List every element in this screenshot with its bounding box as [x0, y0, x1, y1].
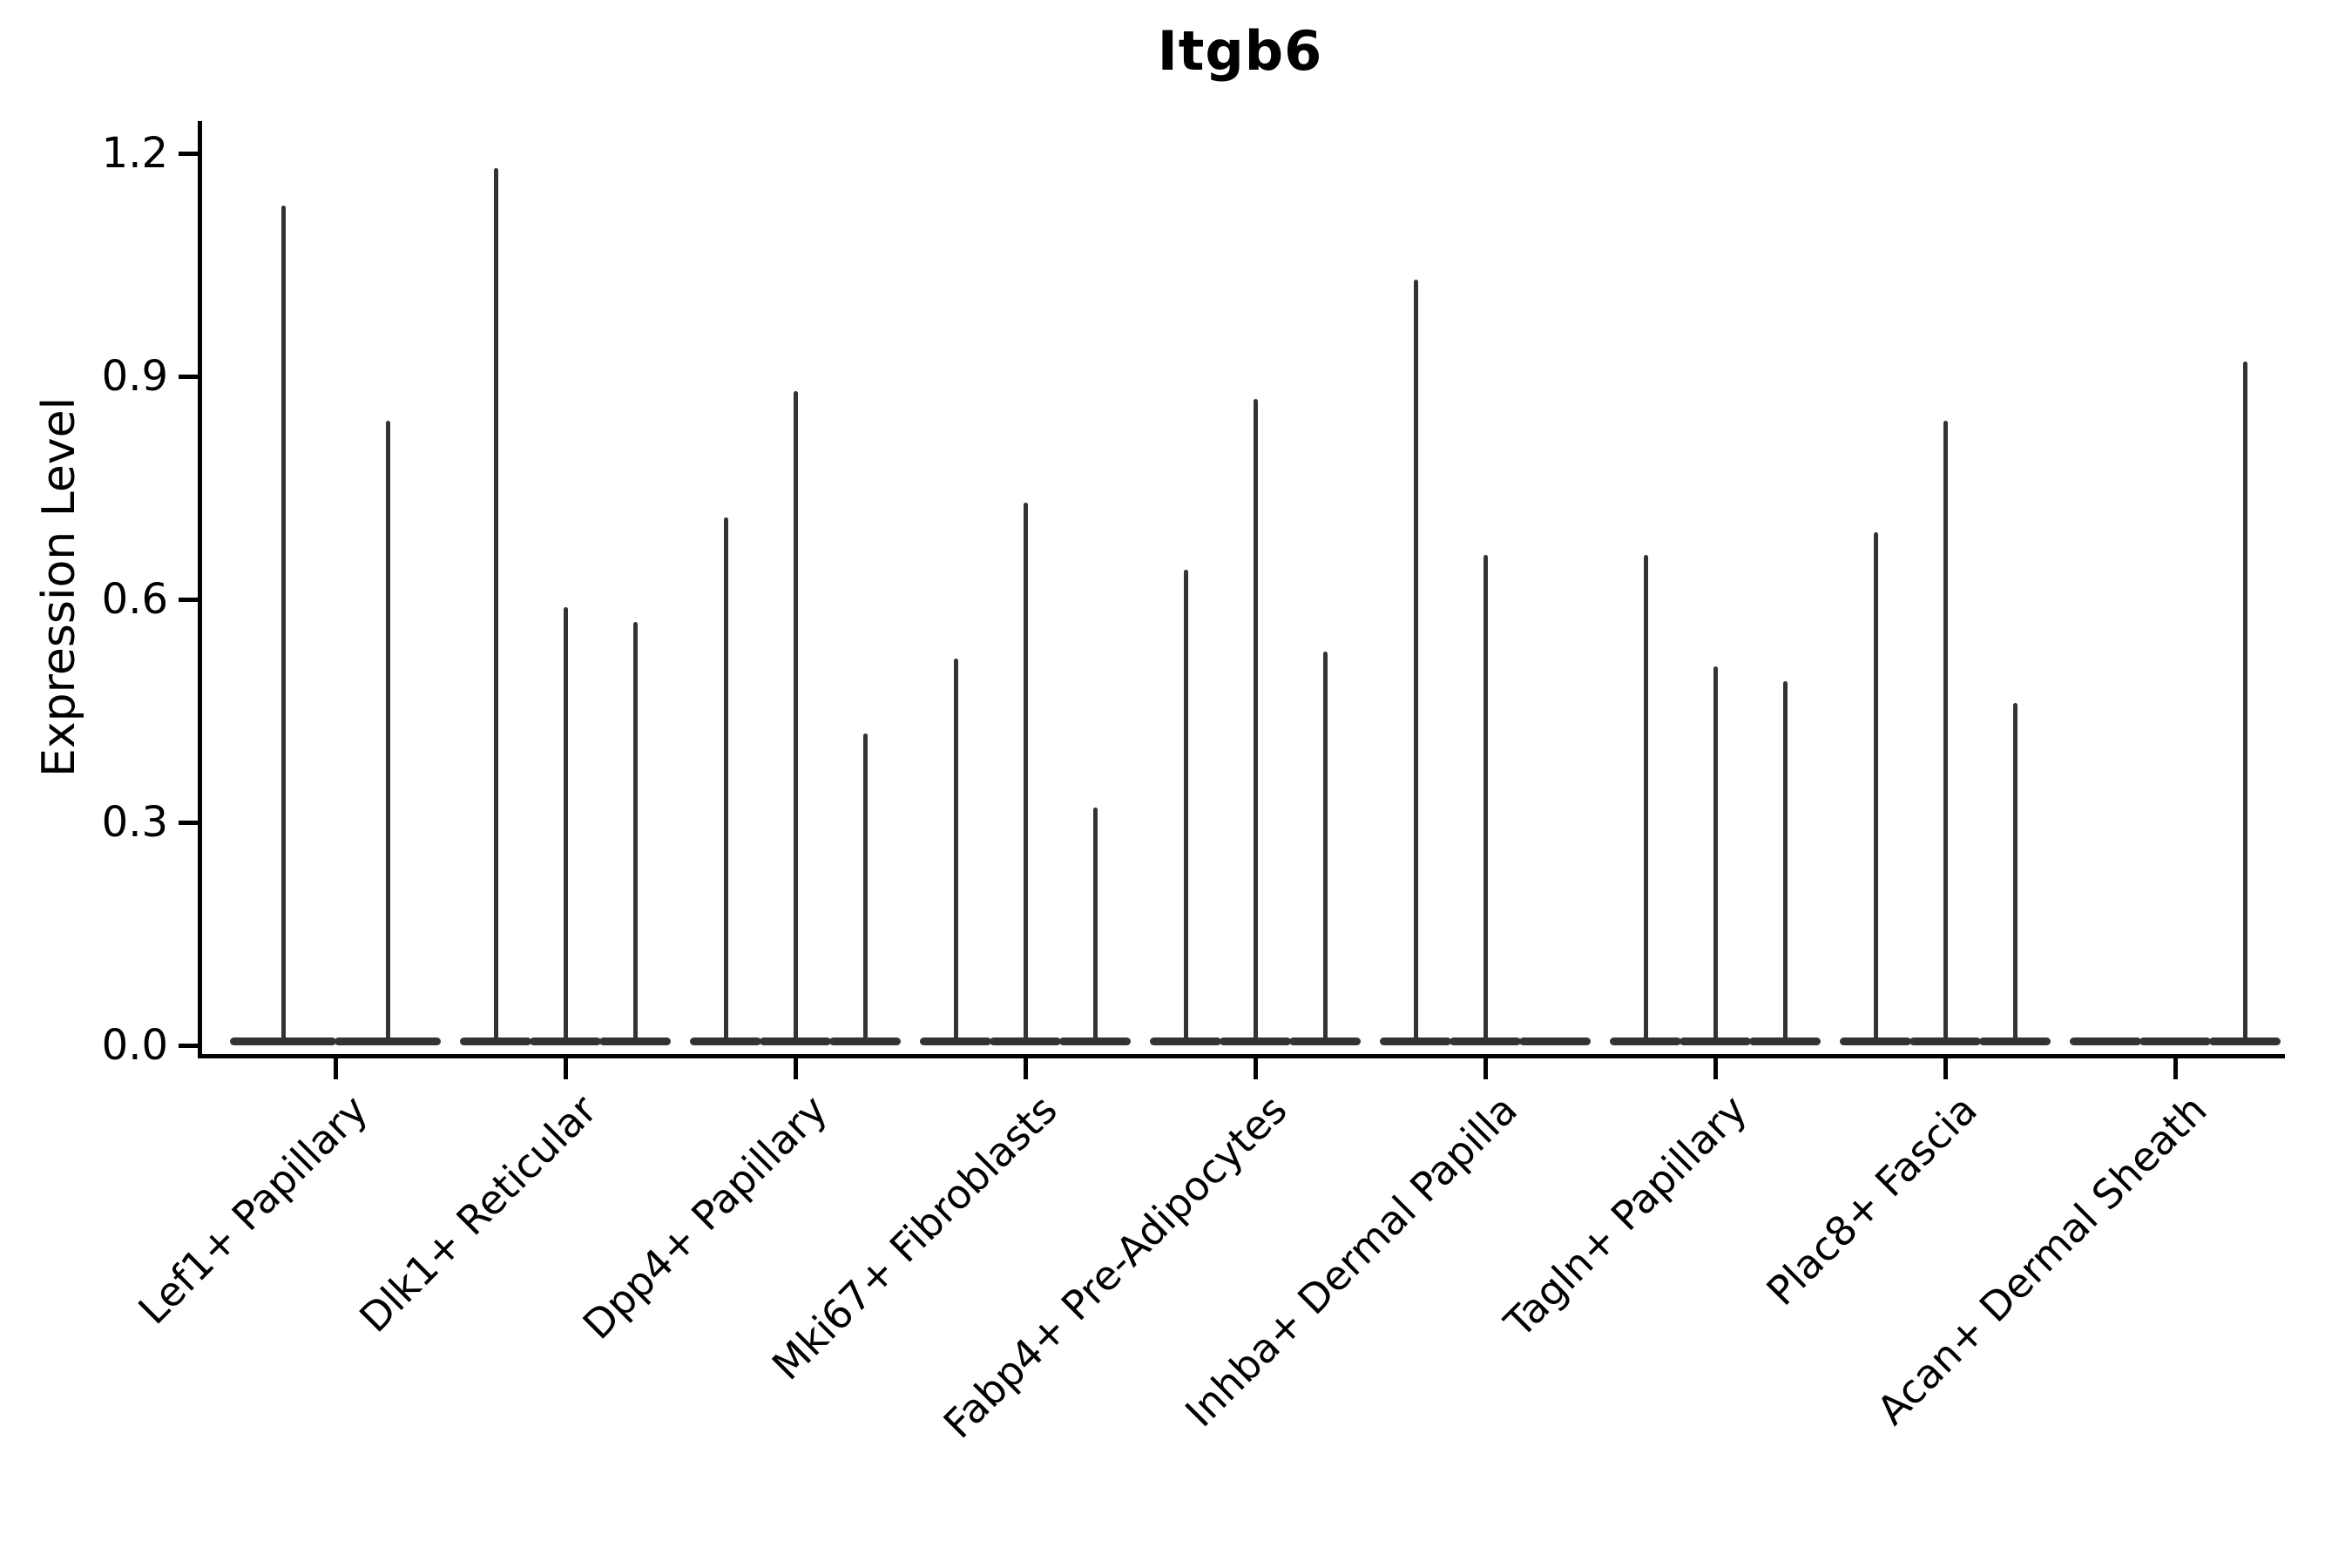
violin-spike — [953, 659, 958, 1043]
x-tick-mark — [793, 1058, 798, 1079]
violin-spike — [1643, 554, 1648, 1043]
x-tick-label: Tagln+ Papillary — [1495, 1085, 1756, 1347]
violin-spike — [1023, 503, 1028, 1043]
violin-spike — [1713, 666, 1718, 1043]
x-tick-mark — [333, 1058, 338, 1079]
violin-spike — [280, 205, 286, 1043]
violin-spike — [1092, 807, 1098, 1043]
violin-spike — [1873, 532, 1878, 1043]
x-tick-label: Dpp4+ Papillary — [573, 1085, 836, 1348]
violin-base — [1519, 1037, 1591, 1045]
violin-base — [2139, 1037, 2211, 1045]
violin-spike — [1782, 680, 1788, 1043]
violin-spike — [385, 421, 390, 1043]
y-tick-label: 0.0 — [101, 1021, 168, 1070]
violin-spike — [793, 391, 798, 1043]
y-tick-label: 0.6 — [101, 575, 168, 624]
chart-title: Itgb6 — [1157, 19, 1323, 83]
violin-spike — [1253, 398, 1258, 1043]
violin-spike — [2242, 361, 2247, 1043]
violin-spike — [493, 168, 498, 1043]
y-axis-spine — [198, 121, 202, 1058]
x-tick-mark — [563, 1058, 568, 1079]
x-tick-mark — [1253, 1058, 1258, 1079]
y-tick-mark — [179, 597, 198, 602]
violin-spike — [1183, 569, 1188, 1043]
violin-spike — [723, 517, 728, 1043]
y-tick-mark — [179, 820, 198, 825]
violin-spike — [632, 621, 638, 1043]
y-tick-mark — [179, 1043, 198, 1048]
violin-spike — [2012, 703, 2017, 1043]
violin-spike — [1943, 421, 1948, 1043]
x-tick-mark — [1023, 1058, 1028, 1079]
x-tick-mark — [1483, 1058, 1488, 1079]
x-tick-label: Dlk1+ Reticular — [350, 1085, 606, 1342]
y-tick-mark — [179, 151, 198, 156]
y-tick-label: 0.9 — [101, 352, 168, 401]
violin-spike — [1483, 554, 1488, 1043]
x-axis-spine — [198, 1054, 2285, 1058]
violin-base — [2070, 1037, 2141, 1045]
y-tick-label: 0.3 — [101, 798, 168, 847]
violin-spike — [1413, 280, 1418, 1043]
x-tick-mark — [2173, 1058, 2178, 1079]
y-tick-mark — [179, 374, 198, 379]
y-tick-label: 1.2 — [101, 129, 168, 178]
violin-spike — [862, 733, 868, 1043]
x-tick-mark — [1943, 1058, 1948, 1079]
x-tick-mark — [1713, 1058, 1718, 1079]
x-tick-label: Plac8+ Fascia — [1757, 1085, 1986, 1315]
violin-spike — [563, 606, 568, 1043]
violin-spike — [1322, 651, 1328, 1043]
x-tick-label: Lef1+ Papillary — [128, 1085, 376, 1334]
